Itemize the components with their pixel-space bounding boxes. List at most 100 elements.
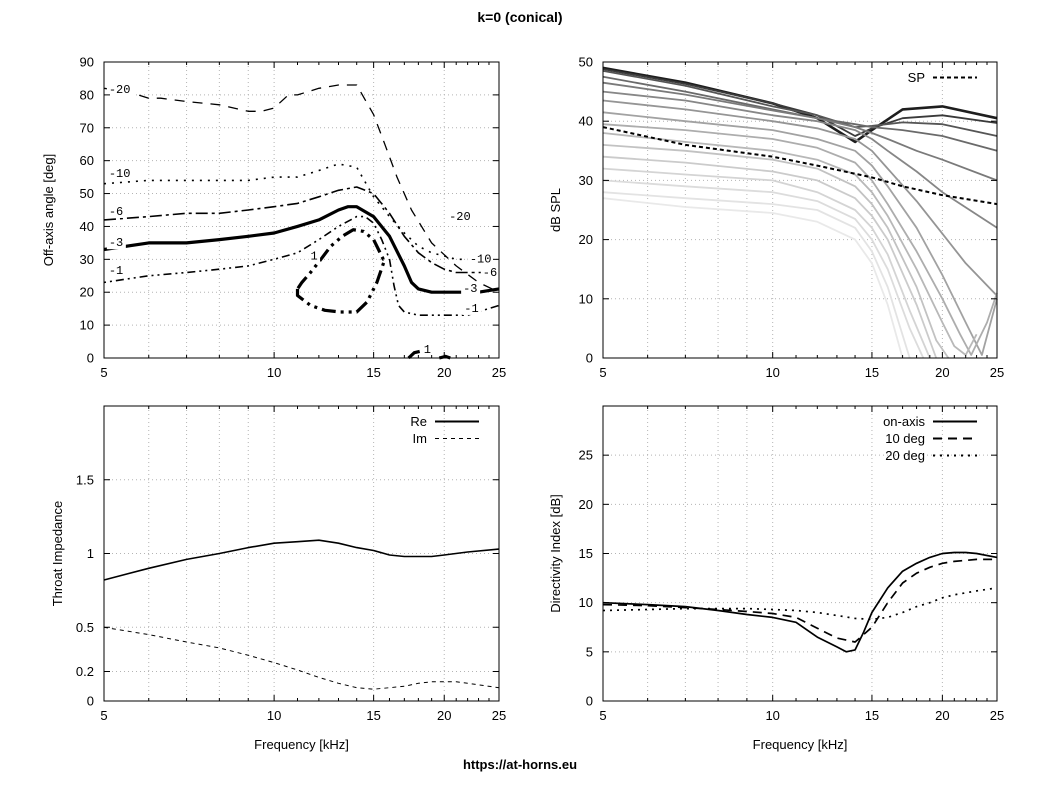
footer-url: https://at-horns.eu <box>463 757 577 772</box>
contour-xtick-label: 10 <box>267 365 281 380</box>
spl-ytick-label: 20 <box>579 232 593 247</box>
spl-series-line-80-deg <box>602 123 998 356</box>
spl-xtick-label: 10 <box>765 365 779 380</box>
contour-contour-label-bg <box>106 167 134 181</box>
impedance-xtick-label: 5 <box>100 708 107 723</box>
directivity-legend-label: 10 deg <box>885 431 925 446</box>
contour-ytick-label: 80 <box>80 87 94 102</box>
contour-contour-label: -1 <box>109 264 123 278</box>
spl-series-line-100-deg <box>602 144 950 359</box>
contour-contour-label-bg <box>106 204 126 218</box>
spl-series-line-SP <box>602 126 998 206</box>
contour-series-line--6 <box>103 186 499 274</box>
contour-series-line--20 <box>103 84 500 293</box>
impedance-legend: Re Im <box>410 414 479 446</box>
contour-contour-label: -3 <box>109 236 123 250</box>
contour-contour-label: 1 <box>424 343 431 357</box>
impedance-xtick-label: 20 <box>437 708 451 723</box>
impedance-legend-label: Im <box>413 431 427 446</box>
spl-ytick-label: 10 <box>579 291 593 306</box>
spl-series-line-50-deg <box>602 90 998 229</box>
contour-contour-label: -1 <box>464 302 478 316</box>
directivity-xtick-label: 25 <box>990 708 1004 723</box>
directivity-ytick-label: 15 <box>579 546 593 561</box>
contour-contour-label: -20 <box>449 210 471 224</box>
directivity-xtick-label: 15 <box>865 708 879 723</box>
contour-contour-label-bg <box>106 264 126 278</box>
contour-series-line-1 <box>295 228 387 314</box>
contour-contour-label-bg <box>106 83 134 97</box>
directivity-grid <box>603 406 997 701</box>
contour-contour-label-bg <box>480 265 500 279</box>
directivity-ytick-label: 25 <box>579 448 593 463</box>
contour-ytick-label: 40 <box>80 219 94 234</box>
directivity-ytick-label: 5 <box>586 644 593 659</box>
impedance-series <box>103 539 500 690</box>
impedance-ytick-label: 0 <box>87 694 94 709</box>
impedance-ylabel: Throat Impedance <box>50 501 65 607</box>
contour-contour-label: 1 <box>311 249 318 263</box>
impedance-plot-frame <box>103 405 500 702</box>
impedance-xtick-label: 10 <box>267 708 281 723</box>
spl-ytick-label: 40 <box>579 114 593 129</box>
contour-ticks: 5 10 15 20 25 0 10 20 30 40 50 60 70 80 90 <box>80 55 507 381</box>
directivity-xlabel: Frequency [kHz] <box>753 737 848 752</box>
impedance-ytick-label: 1.5 <box>76 472 94 487</box>
contour-xtick-label: 15 <box>366 365 380 380</box>
contour-series-line--1 <box>103 215 500 317</box>
impedance-xlabel: Frequency [kHz] <box>254 737 349 752</box>
impedance-xtick-label: 25 <box>492 708 506 723</box>
contour-contour-label: -10 <box>470 253 492 267</box>
directivity-legend: on-axis 10 deg 20 deg <box>883 414 977 463</box>
directivity-xtick-label: 5 <box>599 708 606 723</box>
contour-xtick-label: 20 <box>437 365 451 380</box>
contour-ytick-label: 0 <box>87 351 94 366</box>
spl-series-line-60-deg <box>602 99 998 297</box>
figure-title: k=0 (conical) <box>477 9 562 25</box>
contour-xtick-label: 5 <box>100 365 107 380</box>
spl-xtick-label: 5 <box>599 365 606 380</box>
directivity-series <box>602 551 998 653</box>
contour-ytick-label: 20 <box>80 285 94 300</box>
contour-contour-label: -6 <box>109 205 123 219</box>
contour-contour-label-bg <box>461 282 481 296</box>
spl-legend-label: SP <box>908 70 925 85</box>
directivity-series-line-10-deg <box>602 558 997 643</box>
contour-grid <box>104 62 499 358</box>
contour-contour-label: -20 <box>109 83 131 97</box>
directivity-ytick-label: 0 <box>586 694 593 709</box>
contour-series-line-1b <box>407 349 421 360</box>
directivity-xtick-label: 20 <box>935 708 949 723</box>
directivity-ylabel: Directivity Index [dB] <box>548 494 563 613</box>
spl-series-line-10-deg <box>602 68 998 137</box>
contour-contour-label-bg <box>462 301 482 315</box>
contour-series-line--10 <box>103 163 499 261</box>
contour-ytick-label: 50 <box>80 186 94 201</box>
spl-series-line-90-deg <box>602 132 978 356</box>
impedance-ytick-label: 1 <box>87 546 94 561</box>
directivity-xtick-label: 10 <box>765 708 779 723</box>
impedance-xtick-label: 15 <box>366 708 380 723</box>
directivity-ytick-label: 10 <box>579 595 593 610</box>
directivity-ytick-label: 20 <box>579 497 593 512</box>
contour-series-line-1c <box>438 354 451 360</box>
contour-series-line--3 <box>103 205 500 294</box>
impedance-series-line-Re <box>103 539 500 581</box>
panel-impedance: 5 10 15 20 25 0 0.2 0.5 1 1.5 Throat Impedance Freq… <box>50 405 506 752</box>
contour-contour-label-bg <box>106 236 126 250</box>
spl-series-line-150-deg <box>602 197 904 359</box>
contour-ytick-label: 30 <box>80 252 94 267</box>
impedance-ytick-label: 0.2 <box>76 664 94 679</box>
spl-legend: SP <box>908 70 977 85</box>
contour-ylabel: Off-axis angle [deg] <box>41 154 56 267</box>
contour-contour-label-bg <box>447 209 474 223</box>
contour-plot-frame <box>103 61 500 359</box>
impedance-ticks: 5 10 15 20 25 0 0.2 0.5 1 1.5 <box>76 406 506 723</box>
contour-contour-label-bg <box>467 252 495 266</box>
spl-series-line-30-deg <box>602 75 998 152</box>
